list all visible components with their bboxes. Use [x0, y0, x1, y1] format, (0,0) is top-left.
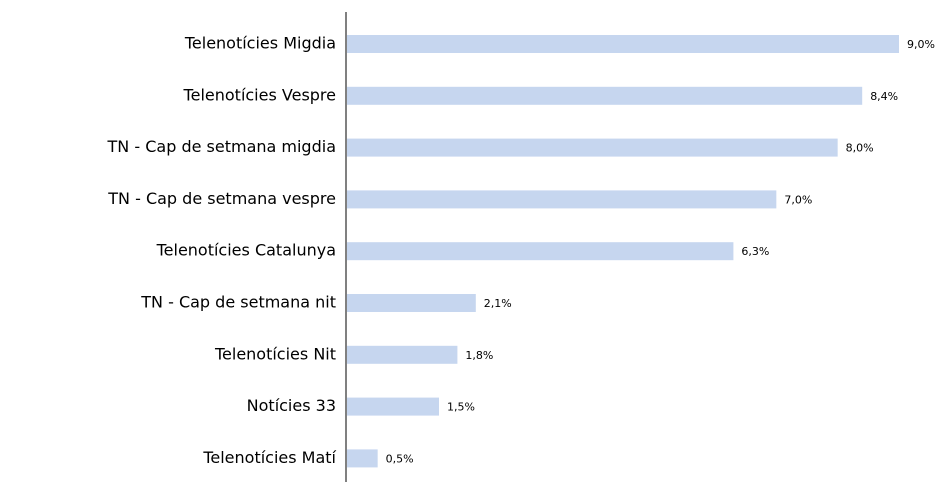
category-label: TN - Cap de setmana vespre — [107, 189, 336, 208]
category-label: Telenotícies Vespre — [183, 85, 336, 104]
value-label: 1,8% — [465, 349, 493, 362]
value-label: 6,3% — [741, 245, 769, 258]
value-label: 2,1% — [484, 297, 512, 310]
category-label: Telenotícies Matí — [202, 448, 336, 467]
bar — [347, 397, 439, 416]
bar — [347, 138, 838, 157]
category-label: Notícies 33 — [247, 396, 336, 415]
category-label: TN - Cap de setmana migdia — [107, 137, 336, 156]
category-label: Telenotícies Nit — [214, 344, 336, 363]
category-label: TN - Cap de setmana nit — [140, 293, 336, 312]
bar — [347, 190, 777, 209]
bar — [347, 449, 378, 468]
bar — [347, 345, 458, 364]
category-label: Telenotícies Migdia — [184, 34, 336, 53]
value-label: 0,5% — [386, 452, 414, 465]
bar — [347, 242, 734, 261]
bar — [347, 35, 899, 53]
value-label: 1,5% — [447, 401, 475, 414]
category-label: Telenotícies Catalunya — [156, 241, 336, 260]
value-label: 7,0% — [784, 193, 812, 206]
value-label: 9,0% — [907, 38, 935, 51]
value-label: 8,4% — [870, 90, 898, 103]
bar — [347, 294, 476, 312]
bar — [347, 86, 863, 105]
value-label: 8,0% — [846, 142, 874, 155]
